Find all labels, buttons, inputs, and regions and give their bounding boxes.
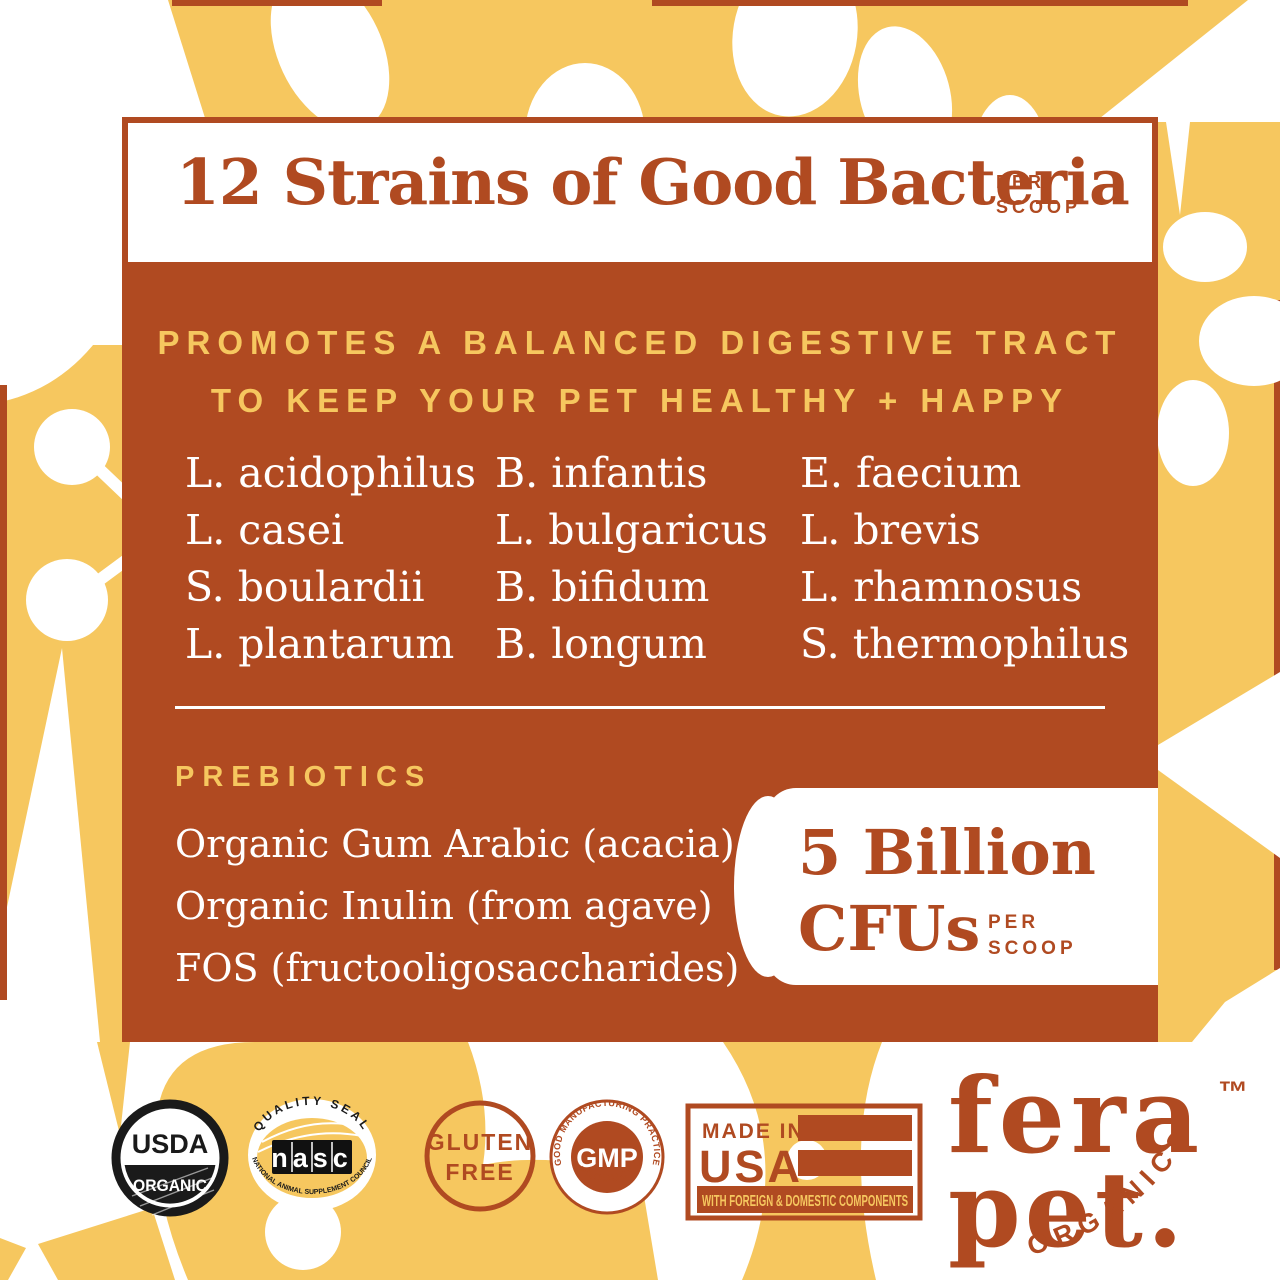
bg-rust-strip [0,385,7,1000]
title-box: 12 Strains of Good Bacteria PER SCOOP [122,117,1158,268]
usa-stripe [798,1150,912,1176]
strain-item: B. infantis [495,449,708,497]
strain-item: S. thermophilus [800,620,1130,668]
prebiotic-item: Organic Gum Arabic (acacia) [175,822,735,866]
bg-wedge [38,1208,175,1280]
strain-item: L. bulgaricus [495,506,768,554]
cfu-unit: CFUs [798,892,981,965]
strain-item: L. casei [185,506,345,554]
usda-lower-field [124,1165,216,1204]
strain-item: B. bifidum [495,563,710,611]
per-line: PER [988,912,1040,933]
usa-stripe [798,1115,912,1141]
title-per-scoop: PER SCOOP [996,170,1081,220]
nasc-swoosh [257,1132,363,1153]
made-in-usa-badge: MADE IN USA WITH FOREIGN & DOMESTIC COMP… [685,1103,923,1221]
bg-blob [0,48,135,402]
bg-wedge [97,1042,130,1135]
cfu-amount: 5 Billion [798,816,1096,889]
bg-wedge [1158,672,1280,858]
bg-rust-strip [1274,300,1280,970]
bg-wedge [1192,968,1280,1042]
prebiotics-heading: PREBIOTICS [175,761,433,793]
gluten-free-line2: FREE [445,1159,514,1185]
strain-item: L. acidophilus [185,449,477,497]
bg-dot [26,559,108,641]
bg-blob [1199,296,1280,386]
strain-column-1: L. acidophilus L. casei S. boulardii L. … [185,445,476,673]
scoop-line: SCOOP [996,197,1082,217]
cfu-per-scoop: PER SCOOP [988,910,1077,962]
bg-blob [1157,380,1229,486]
heading-line-2: TO KEEP YOUR PET HEALTHY + HAPPY [210,382,1070,419]
strain-item: L. plantarum [185,620,455,668]
bg-blob [1163,212,1247,282]
bg-dot [34,409,110,485]
heading-line-1: PROMOTES A BALANCED DIGESTIVE TRACT [157,324,1123,361]
prebiotic-item: FOS (fructooligosaccharides) [175,946,740,990]
info-panel: PROMOTES A BALANCED DIGESTIVE TRACT TO K… [122,268,1158,1042]
usda-organic-badge: USDA ORGANIC [111,1099,229,1217]
per-line: PER [996,172,1046,192]
cfu-callout: 5 Billion CFUs PER SCOOP [734,788,1158,985]
usa-banner [697,1186,913,1213]
bg-rust-strip [652,0,1188,6]
gluten-free-line1: GLUTEN [427,1129,534,1155]
gmp-badge: GMP GOOD MANUFACTURING PRACTICE • PRODUC… [549,1098,665,1215]
usda-label: USDA [132,1129,209,1159]
usda-field-line [139,1177,213,1207]
bg-notch [1166,122,1190,215]
bg-blob [270,0,390,131]
nasc-quality-seal-badge: QUALITY SEAL nasc NATIONAL ANIMAL SUPPLE… [248,1094,376,1211]
usa-line2: USA [699,1141,803,1192]
bg-rust-strip [172,0,382,6]
gmp-label: GMP [576,1143,638,1173]
usda-organic-label: ORGANIC [133,1177,207,1195]
strain-item: B. longum [495,620,707,668]
bg-wedge [0,648,100,1042]
trademark-icon: ™ [1218,1076,1248,1109]
scoop-line: SCOOP [988,938,1077,959]
section-divider [175,706,1105,709]
strain-column-3: E. faecium L. brevis L. rhamnosus S. the… [800,445,1129,673]
prebiotics-list: Organic Gum Arabic (acacia) Organic Inul… [175,813,739,999]
prebiotic-item: Organic Inulin (from agave) [175,884,713,928]
strain-column-2: B. infantis L. bulgaricus B. bifidum B. … [495,445,768,673]
bg-blob [732,0,858,117]
bg-wedge [0,1238,26,1280]
usa-frame [685,1103,923,1221]
strain-item: E. faecium [800,449,1022,497]
nasc-swoosh [261,1122,359,1143]
strain-item: S. boulardii [185,563,425,611]
usda-field-line [131,1167,209,1197]
bg-dot [265,1194,341,1270]
usda-field-line [151,1189,215,1216]
strain-item: L. brevis [800,506,981,554]
nasc-wordmark: nasc [271,1143,353,1173]
logo-word-pet: pet. [948,1148,1187,1271]
bg-top-band [168,0,1248,130]
gluten-free-ring [424,1100,536,1212]
logo-word-fera: fera [948,1054,1205,1177]
gmp-inner-circle [571,1121,643,1193]
strain-item: L. rhamnosus [800,563,1083,611]
fera-pet-organics-logo: fera ™ pet. ORGANICS [948,1054,1248,1271]
usa-line1: MADE IN [702,1120,805,1143]
page-title: 12 Strains of Good Bacteria [176,145,1130,219]
gluten-free-badge: GLUTEN FREE [424,1100,536,1212]
panel-heading: PROMOTES A BALANCED DIGESTIVE TRACT TO K… [122,314,1158,430]
usa-banner-text: WITH FOREIGN & DOMESTIC COMPONENTS [702,1193,908,1210]
